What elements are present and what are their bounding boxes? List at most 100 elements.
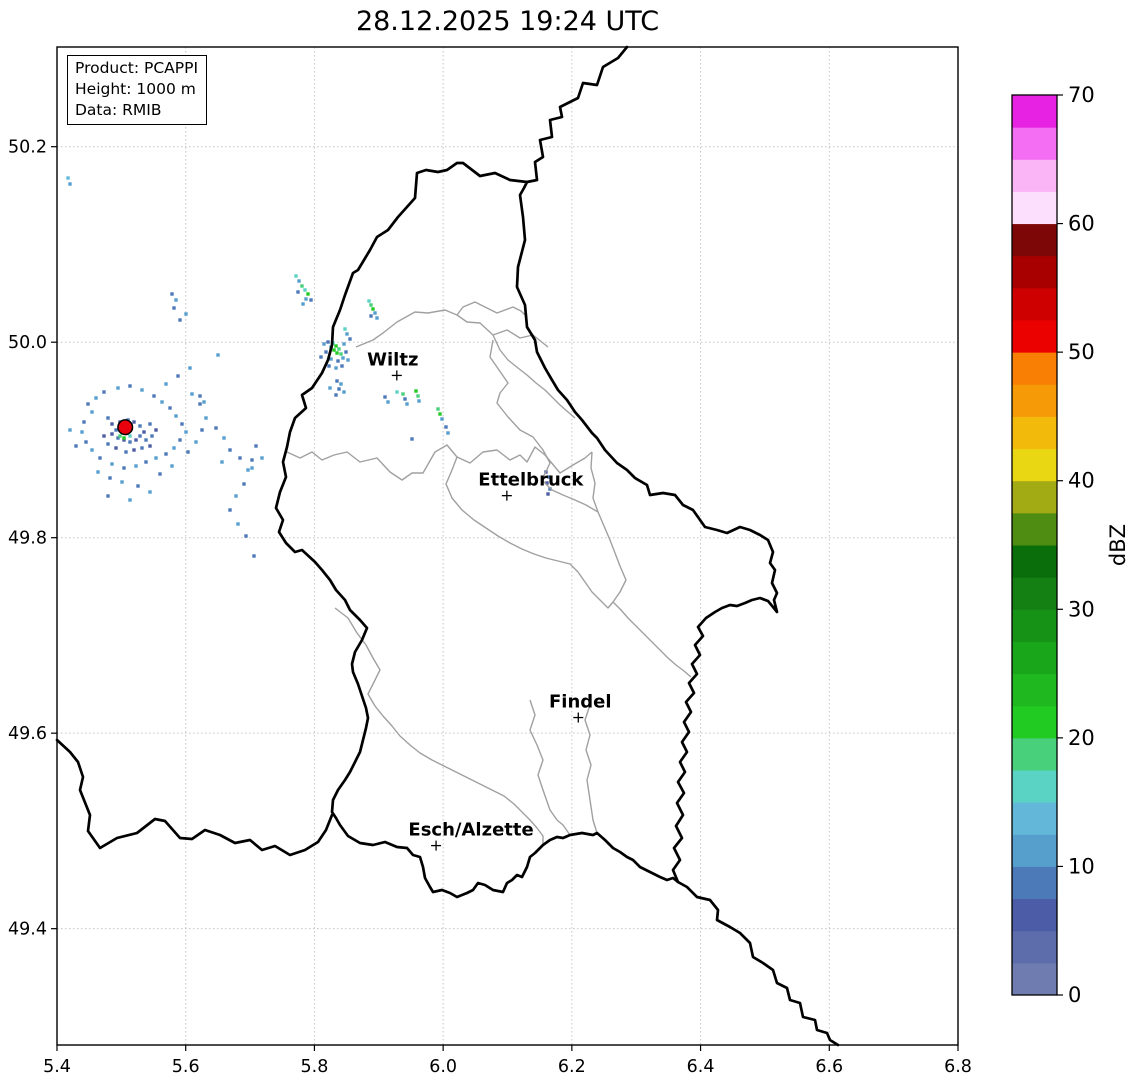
radar-echo-cell: [309, 298, 313, 302]
radar-echo-cell: [545, 481, 549, 485]
region-border: [489, 339, 599, 513]
radar-echo-cell: [337, 347, 341, 351]
y-tick-label: 49.4: [8, 920, 47, 940]
radar-echo-cell: [86, 402, 90, 406]
radar-echo-cell: [343, 327, 347, 331]
region-border: [590, 451, 627, 603]
radar-echo-cell: [134, 438, 138, 442]
x-tick-label: 5.4: [43, 1057, 71, 1077]
colorbar-segment: [1012, 834, 1057, 867]
radar-echo-cell: [116, 436, 120, 440]
radar-echo-cell: [252, 554, 256, 558]
radar-echo-cell: [154, 456, 158, 460]
colorbar-segment: [1012, 480, 1057, 514]
radar-echo-cell: [334, 366, 338, 370]
radar-echo-cell: [132, 420, 136, 424]
colorbar-segment: [1012, 127, 1057, 160]
radar-echo-cell: [116, 386, 120, 390]
radar-echo-cell: [110, 422, 114, 426]
radar-echo-cell: [140, 446, 144, 450]
city-label: Esch/Alzette: [408, 820, 533, 841]
colorbar-segment: [1012, 577, 1057, 610]
radar-echo-cell: [154, 428, 158, 432]
radar-echo-cell: [547, 475, 551, 479]
radar-echo-cell: [128, 434, 132, 438]
radar-echo-cell: [294, 274, 298, 278]
radar-echo-cell: [178, 438, 182, 442]
radar-echo-cell: [238, 456, 242, 460]
radar-echo-cell: [260, 456, 264, 460]
radar-echo-cell: [228, 448, 232, 452]
radar-echo-cell: [164, 382, 168, 386]
radar-echo-cell: [204, 416, 208, 420]
radar-echo-cell: [148, 490, 152, 494]
country-border: [55, 738, 334, 857]
radar-echo-cell: [144, 438, 148, 442]
radar-echo-cell: [80, 430, 84, 434]
radar-echo-cell: [118, 434, 122, 438]
radar-echo-cell: [128, 498, 132, 502]
radar-echo-cell: [136, 484, 140, 488]
radar-echo-cell: [348, 337, 352, 341]
radar-echo-cell: [168, 406, 172, 410]
radar-echo-cell: [395, 390, 399, 394]
radar-echo-cell: [342, 390, 346, 394]
radar-echo-cell: [405, 402, 409, 406]
x-tick-label: 5.6: [172, 1057, 200, 1077]
region-border: [286, 444, 593, 481]
radar-echo-cell: [68, 182, 72, 186]
radar-echo-cell: [124, 450, 128, 454]
radar-echo-cell: [138, 434, 142, 438]
x-tick-label: 6.2: [558, 1057, 586, 1077]
y-tick-label: 49.6: [8, 724, 47, 744]
colorbar-segment: [1012, 223, 1057, 257]
radar-echo-cell: [120, 480, 124, 484]
region-border: [529, 699, 571, 836]
radar-echo-cell: [174, 414, 178, 418]
radar-echo-cell: [222, 436, 226, 440]
radar-echo-cell: [335, 351, 339, 355]
radar-echo-cell: [446, 431, 450, 435]
radar-echo-cell: [344, 350, 348, 354]
region-border: [492, 334, 576, 419]
radar-echo-cell: [160, 400, 164, 404]
radar-echo-cell: [383, 395, 387, 399]
colorbar-segment: [1012, 512, 1057, 546]
radar-echo-cell: [110, 462, 114, 466]
radar-echo-cell: [216, 353, 220, 357]
radar-echo-cell: [297, 279, 301, 283]
radar-echo-cell: [172, 446, 176, 450]
colorbar-segment: [1012, 95, 1057, 128]
colorbar-segment: [1012, 930, 1057, 964]
x-tick-label: 6.0: [429, 1057, 457, 1077]
radar-echo-cell: [176, 374, 180, 378]
radar-echo-cell: [202, 400, 206, 404]
radar-echo-cell: [296, 290, 300, 294]
colorbar-tick-label: 40: [1068, 469, 1095, 493]
radar-echo-cell: [304, 297, 308, 301]
radar-echo-cell: [68, 428, 72, 432]
radar-echo-cell: [170, 464, 174, 468]
radar-echo-cell: [345, 332, 349, 336]
city-label: Findel: [549, 692, 612, 713]
plot-frame: [56, 46, 959, 1046]
radar-echo-cell: [319, 355, 323, 359]
radar-echo-cell: [184, 430, 188, 434]
radar-echo-cell: [327, 364, 331, 368]
radar-echo-cell: [375, 316, 379, 320]
radar-echo-cell: [242, 482, 246, 486]
colorbar-segment: [1012, 641, 1057, 675]
radar-echo-cell: [234, 494, 238, 498]
radar-echo-cell: [244, 534, 248, 538]
colorbar-segment: [1012, 255, 1057, 289]
radar-echo-cell: [142, 430, 146, 434]
radar-echo-cell: [102, 390, 106, 394]
height-line: Height: 1000 m: [75, 79, 196, 98]
radar-echo-cell: [339, 382, 343, 386]
radar-echo-cell: [335, 379, 339, 383]
radar-echo-cell: [148, 444, 152, 448]
radar-echo-cell: [122, 466, 126, 470]
radar-echo-cell: [110, 432, 114, 436]
country-border: [274, 161, 779, 899]
